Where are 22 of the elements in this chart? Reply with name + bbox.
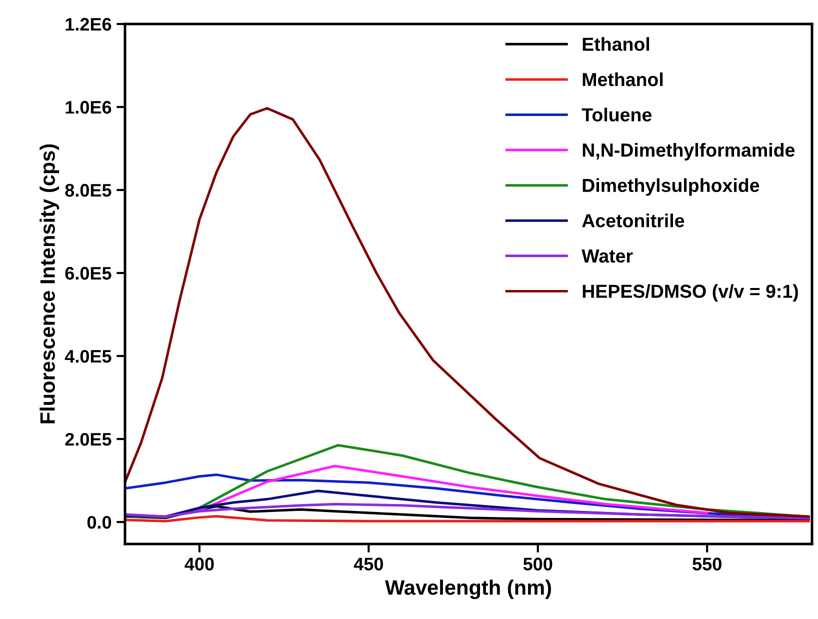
- x-tick-label: 400: [184, 558, 214, 570]
- legend-label: Methanol: [582, 72, 663, 86]
- legend-label: N,N-Dimethylformamide: [582, 143, 795, 160]
- legend-label: HEPES/DMSO (v/v = 9:1): [582, 284, 798, 302]
- legend-label: Acetonitrile: [582, 214, 684, 228]
- x-tick-label: 500: [523, 558, 552, 570]
- y-tick-label: 1.0E6: [66, 100, 112, 114]
- legend-label: Toluene: [582, 108, 652, 122]
- legend-label: Ethanol: [582, 37, 650, 51]
- y-tick-label: 6.0E5: [65, 266, 112, 280]
- y-axis-title: Fluorescence Intensity (cps): [40, 144, 60, 424]
- legend-label: Water: [582, 250, 633, 263]
- x-tick-label: 550: [692, 558, 722, 570]
- x-tick-label: 450: [354, 558, 383, 570]
- legend-label: Dimethylsulphoxide: [582, 178, 760, 196]
- x-axis-title: Wavelength (nm): [385, 580, 551, 600]
- y-tick-label: 8.0E5: [65, 184, 112, 197]
- y-tick-label: 2.0E5: [65, 432, 112, 446]
- y-tick-label: 1.2E6: [66, 18, 112, 31]
- y-tick-label: 0.0: [87, 516, 112, 529]
- line-series: [125, 106, 810, 518]
- y-tick-label: 4.0E5: [64, 350, 112, 363]
